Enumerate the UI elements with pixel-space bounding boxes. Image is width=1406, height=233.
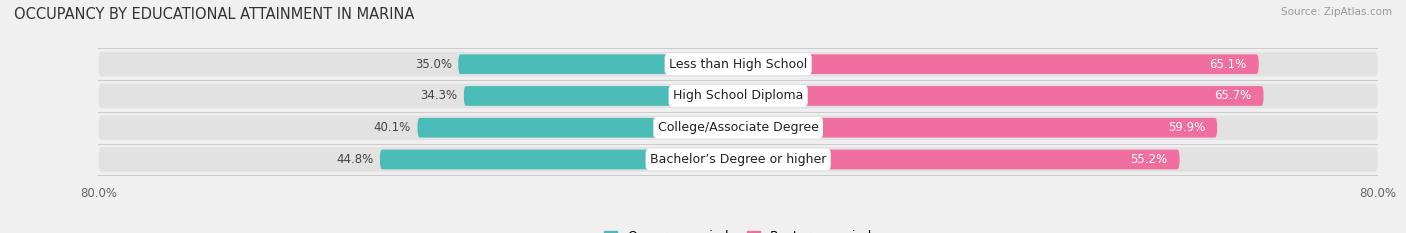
Text: 40.1%: 40.1% <box>374 121 411 134</box>
Legend: Owner-occupied, Renter-occupied: Owner-occupied, Renter-occupied <box>599 225 877 233</box>
FancyBboxPatch shape <box>98 84 1378 108</box>
Text: High School Diploma: High School Diploma <box>673 89 803 103</box>
Text: 35.0%: 35.0% <box>415 58 451 71</box>
Text: 34.3%: 34.3% <box>420 89 457 103</box>
Text: 44.8%: 44.8% <box>336 153 374 166</box>
Text: 55.2%: 55.2% <box>1130 153 1167 166</box>
FancyBboxPatch shape <box>738 86 1264 106</box>
Text: College/Associate Degree: College/Associate Degree <box>658 121 818 134</box>
Text: OCCUPANCY BY EDUCATIONAL ATTAINMENT IN MARINA: OCCUPANCY BY EDUCATIONAL ATTAINMENT IN M… <box>14 7 415 22</box>
FancyBboxPatch shape <box>464 86 738 106</box>
FancyBboxPatch shape <box>738 150 1180 169</box>
Text: Bachelor’s Degree or higher: Bachelor’s Degree or higher <box>650 153 827 166</box>
FancyBboxPatch shape <box>738 54 1258 74</box>
Text: 65.1%: 65.1% <box>1209 58 1247 71</box>
FancyBboxPatch shape <box>380 150 738 169</box>
Text: 59.9%: 59.9% <box>1168 121 1205 134</box>
FancyBboxPatch shape <box>418 118 738 137</box>
Text: Less than High School: Less than High School <box>669 58 807 71</box>
Text: Source: ZipAtlas.com: Source: ZipAtlas.com <box>1281 7 1392 17</box>
FancyBboxPatch shape <box>98 115 1378 140</box>
FancyBboxPatch shape <box>98 52 1378 77</box>
FancyBboxPatch shape <box>98 147 1378 172</box>
Text: 65.7%: 65.7% <box>1215 89 1251 103</box>
FancyBboxPatch shape <box>458 54 738 74</box>
FancyBboxPatch shape <box>738 118 1218 137</box>
